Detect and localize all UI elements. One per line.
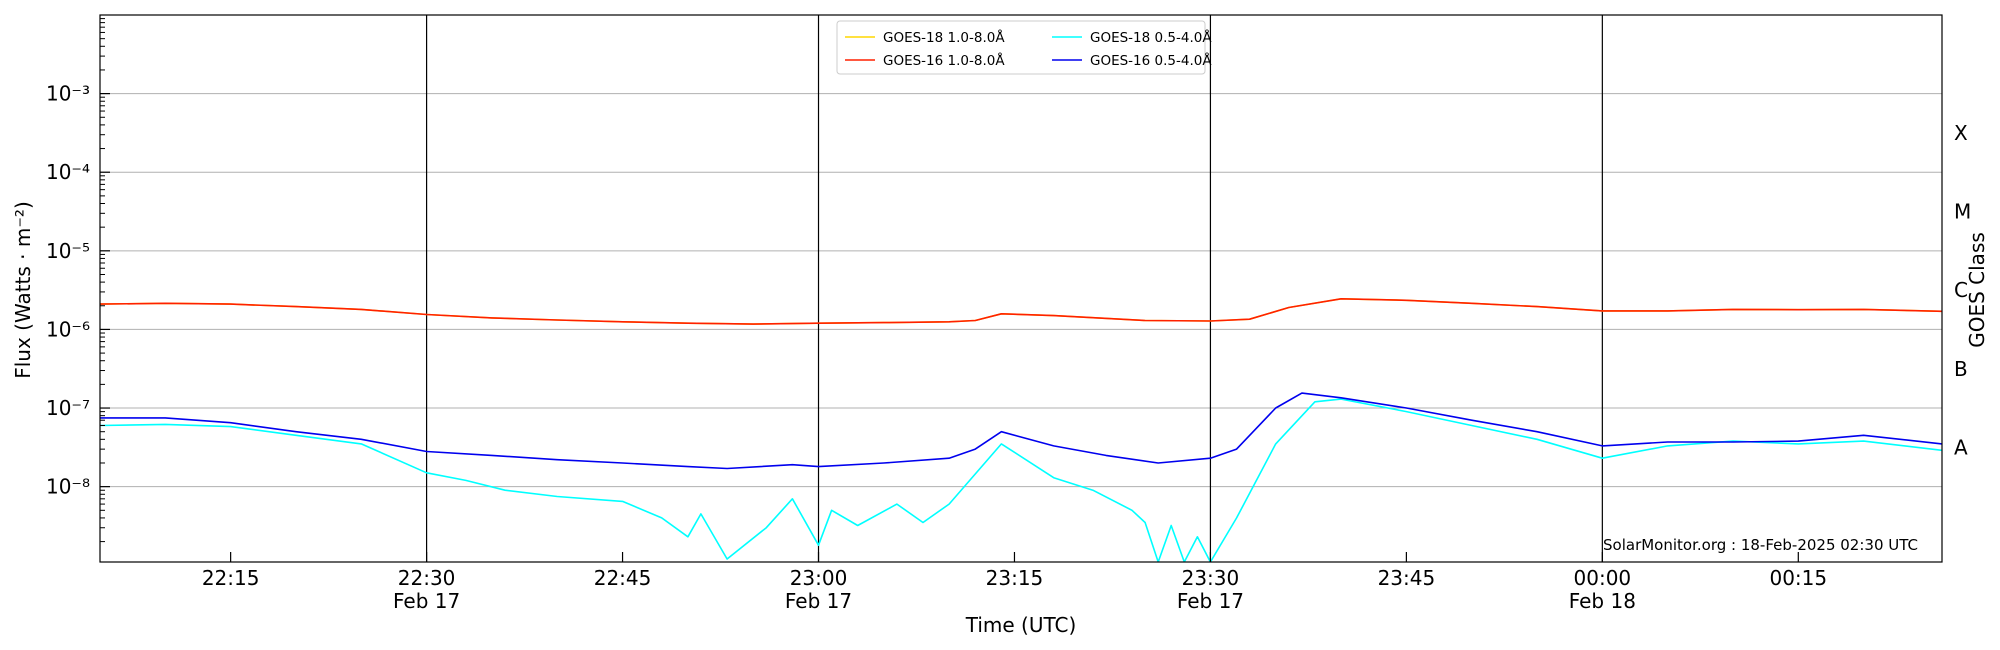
series-line-2 xyxy=(100,297,1942,325)
y-axis-ticks: 10⁻⁸ 10⁻⁷ 10⁻⁶ 10⁻⁵ 10⁻⁴ 10⁻³ xyxy=(46,18,110,543)
source-annotation: SolarMonitor.org : 18-Feb-2025 02:30 UTC xyxy=(1603,536,1918,554)
x-tick-label: 22:45 xyxy=(594,566,652,590)
legend-box xyxy=(836,20,1206,75)
series-line-4 xyxy=(100,392,1942,470)
x-tick-label: 22:15 xyxy=(202,566,260,590)
x-tick-label: 23:30 xyxy=(1182,566,1240,590)
x-tick-label: 23:00 xyxy=(790,566,848,590)
y-axis-label: Flux (Watts · m⁻²) xyxy=(11,201,35,379)
x-tick-label: 23:45 xyxy=(1378,566,1436,590)
legend-label: GOES-16 1.0-8.0Å xyxy=(883,52,1005,69)
goes-class-label: B xyxy=(1954,357,1968,381)
y-tick-label: 10⁻⁷ xyxy=(46,396,90,420)
day-marker-lines xyxy=(425,15,1603,562)
goes-class-label: M xyxy=(1954,200,1971,224)
x-tick-date-label: Feb 18 xyxy=(1569,589,1636,613)
x-tick-date-label: Feb 17 xyxy=(1177,589,1244,613)
grid-lines xyxy=(100,93,1942,488)
plot-frame xyxy=(99,14,1943,563)
legend-label: GOES-18 1.0-8.0Å xyxy=(883,29,1005,46)
goes-class-label: C xyxy=(1954,278,1968,302)
goes-class-label: A xyxy=(1954,435,1968,459)
x-tick-date-label: Feb 17 xyxy=(785,589,852,613)
x-tick-label: 22:30 xyxy=(398,566,456,590)
y-tick-label: 10⁻⁸ xyxy=(46,475,90,499)
goes-class-label: X xyxy=(1954,121,1968,145)
x-tick-label: 00:15 xyxy=(1769,566,1827,590)
series-lines xyxy=(100,297,1942,562)
legend-label: GOES-16 0.5-4.0Å xyxy=(1090,52,1212,69)
y-tick-label: 10⁻⁵ xyxy=(46,239,90,263)
x-tick-date-label: Feb 17 xyxy=(393,589,460,613)
legend: GOES-18 1.0-8.0Å GOES-16 1.0-8.0Å GOES-18 … xyxy=(836,20,1212,75)
y-tick-label: 10⁻⁶ xyxy=(46,317,90,341)
goes-class-labels: A B C M X xyxy=(1954,121,1971,459)
x-tick-label: 00:00 xyxy=(1574,566,1632,590)
series-line-3 xyxy=(100,398,1942,562)
x-axis-label: Time (UTC) xyxy=(965,613,1077,637)
legend-label: GOES-18 0.5-4.0Å xyxy=(1090,29,1212,46)
right-axis-label: GOES Class xyxy=(1965,232,1989,348)
y-tick-label: 10⁻³ xyxy=(46,82,90,106)
x-tick-label: 23:15 xyxy=(986,566,1044,590)
y-tick-label: 10⁻⁴ xyxy=(46,160,90,184)
